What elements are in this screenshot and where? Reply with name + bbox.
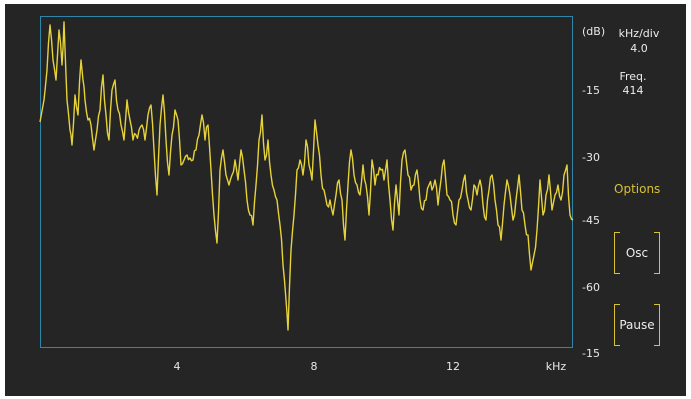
freq-value: 414	[622, 84, 644, 97]
y-axis-unit: (dB)	[582, 25, 606, 38]
y-tick-label: -15	[582, 84, 600, 97]
osc-button-label: Osc	[625, 246, 649, 260]
button-bracket-right	[654, 304, 660, 346]
pause-button[interactable]: Pause	[614, 304, 660, 346]
x-axis-unit: kHz	[545, 360, 567, 373]
pause-button-label: Pause	[619, 318, 655, 332]
y-tick-label: -30	[582, 151, 600, 164]
options-label: Options	[614, 182, 661, 196]
button-bracket-right	[654, 232, 660, 274]
y-tick-label: -15	[582, 347, 600, 360]
button-bracket-left	[614, 232, 620, 274]
x-tick-label: 8	[310, 360, 318, 373]
osc-button[interactable]: Osc	[614, 232, 660, 274]
x-tick-label: 12	[446, 360, 460, 373]
x-tick-label: 4	[173, 360, 181, 373]
scale-label: kHz/div	[618, 27, 660, 40]
spectrum-trace	[39, 21, 574, 331]
spectrum-plot-area	[40, 16, 573, 348]
scale-value: 4.0	[630, 42, 648, 55]
y-tick-label: -60	[582, 281, 600, 294]
freq-label: Freq.	[619, 70, 647, 83]
y-tick-label: -45	[582, 214, 600, 227]
button-bracket-left	[614, 304, 620, 346]
